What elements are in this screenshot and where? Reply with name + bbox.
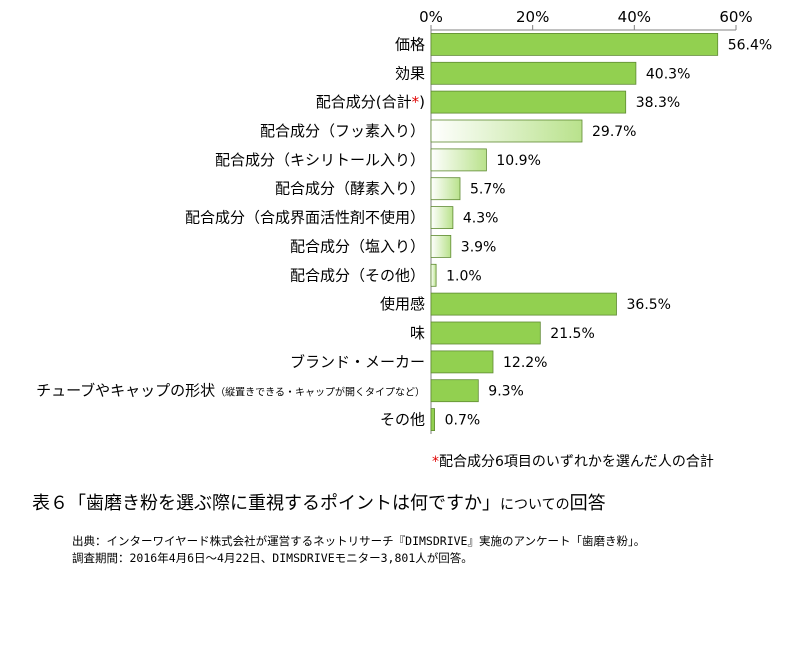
value-label: 12.2% xyxy=(503,355,547,371)
value-label: 21.5% xyxy=(550,326,594,342)
bar xyxy=(430,379,479,403)
bar xyxy=(430,177,461,201)
category-label: 配合成分（フッ素入り） xyxy=(260,122,425,140)
table-title-main: 表６「歯磨き粉を選ぶ際に重視するポイントは何ですか」 xyxy=(32,493,500,514)
category-label: 配合成分（その他） xyxy=(290,266,425,284)
category-label: ブランド・メーカー xyxy=(290,353,425,371)
value-label: 29.7% xyxy=(592,124,636,140)
bar xyxy=(430,350,494,374)
category-label: 配合成分（合成界面活性剤不使用） xyxy=(185,209,425,227)
bar xyxy=(430,33,719,56)
x-tick-label: 0% xyxy=(419,8,443,26)
value-label: 10.9% xyxy=(496,153,540,169)
footnote-text: 配合成分6項目のいずれかを選んだ人の合計 xyxy=(439,454,714,470)
value-label: 36.5% xyxy=(627,297,671,313)
bar xyxy=(430,119,583,143)
bar xyxy=(430,206,454,230)
value-label: 5.7% xyxy=(470,182,506,198)
value-label: 40.3% xyxy=(646,66,690,82)
table-title-small: についての xyxy=(500,497,570,513)
category-label: チューブやキャップの形状（縦置きできる・キャップが開くタイプなど） xyxy=(36,382,425,400)
category-label: 配合成分（キシリトール入り） xyxy=(215,151,425,169)
bar xyxy=(430,292,617,316)
category-label: 味 xyxy=(410,324,425,342)
value-label: 3.9% xyxy=(461,239,497,255)
bar xyxy=(430,148,487,172)
category-label: 価格 xyxy=(395,35,425,53)
category-label: その他 xyxy=(380,411,425,429)
category-label: 効果 xyxy=(395,64,425,82)
bar xyxy=(430,321,541,345)
source-info: 出典：インターワイヤード株式会社が運営するネットリサーチ『DIMSDRIVE』実… xyxy=(72,533,645,567)
bar xyxy=(430,90,627,114)
x-tick-label: 40% xyxy=(618,8,651,26)
table-title: 表６「歯磨き粉を選ぶ際に重視するポイントは何ですか」についての回答 xyxy=(32,489,606,515)
value-label: 38.3% xyxy=(636,95,680,111)
x-tick-label: 20% xyxy=(516,8,549,26)
value-label: 4.3% xyxy=(463,211,499,227)
x-tick-label: 60% xyxy=(719,8,752,26)
source-line-1: 出典：インターワイヤード株式会社が運営するネットリサーチ『DIMSDRIVE』実… xyxy=(72,534,646,548)
category-label: 使用感 xyxy=(380,295,425,313)
footnote-star: * xyxy=(432,454,439,470)
table-title-end: 回答 xyxy=(569,493,606,514)
bar xyxy=(430,263,437,287)
value-label: 1.0% xyxy=(446,268,482,284)
category-label: 配合成分（塩入り） xyxy=(290,237,425,255)
bar xyxy=(430,408,435,432)
value-label: 0.7% xyxy=(445,413,481,429)
source-line-2: 調査期間：2016年4月6日～4月22日、DIMSDRIVEモニター3,801人… xyxy=(72,551,473,565)
bar xyxy=(430,61,637,85)
category-label: 配合成分（酵素入り） xyxy=(275,180,425,198)
category-label: 配合成分(合計*) xyxy=(316,93,425,111)
value-label: 9.3% xyxy=(488,384,524,400)
bar xyxy=(430,234,452,258)
value-label: 56.4% xyxy=(728,37,772,53)
chart-footnote: *配合成分6項目のいずれかを選んだ人の合計 xyxy=(432,451,714,471)
